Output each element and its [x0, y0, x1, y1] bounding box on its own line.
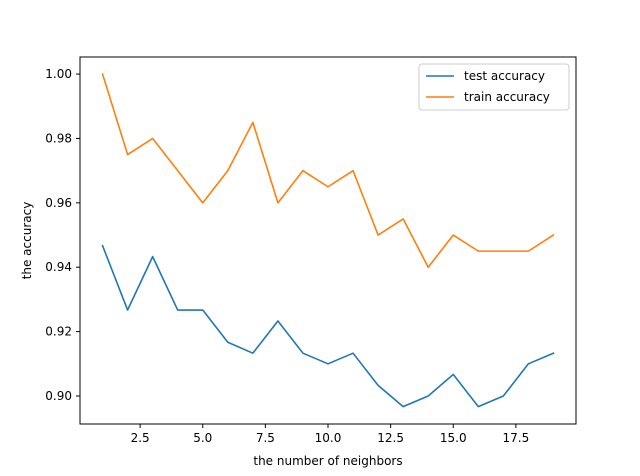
y-axis-label: the accuracy	[20, 202, 34, 280]
y-tick-label: 0.96	[45, 196, 72, 210]
y-tick-label: 1.00	[45, 67, 72, 81]
x-tick-label: 12.5	[377, 431, 404, 445]
x-tick-label: 5.0	[193, 431, 212, 445]
x-tick-label: 15.0	[440, 431, 467, 445]
y-tick-label: 0.92	[45, 325, 72, 339]
x-tick-label: 10.0	[315, 431, 342, 445]
y-tick-label: 0.98	[45, 131, 72, 145]
y-axis-ticks: 0.90 0.92 0.94 0.96 0.98 1.00	[45, 67, 80, 403]
legend-box	[418, 63, 570, 111]
y-tick-label: 0.90	[45, 389, 72, 403]
series-line-test-accuracy	[101, 244, 555, 408]
series-line-train-accuracy	[101, 73, 555, 269]
x-tick-label: 2.5	[131, 431, 150, 445]
x-axis-label: the number of neighbors	[253, 454, 402, 468]
plot-frame	[79, 56, 577, 425]
legend: test accuracy train accuracy	[418, 63, 570, 111]
legend-label: test accuracy	[464, 69, 545, 83]
x-tick-label: 17.5	[503, 431, 530, 445]
legend-label: train accuracy	[464, 90, 550, 104]
series-lines	[101, 73, 555, 408]
x-axis-ticks: 2.5 5.0 7.5 10.0 12.5 15.0 17.5	[131, 424, 530, 445]
x-tick-label: 7.5	[256, 431, 275, 445]
y-tick-label: 0.94	[45, 260, 72, 274]
